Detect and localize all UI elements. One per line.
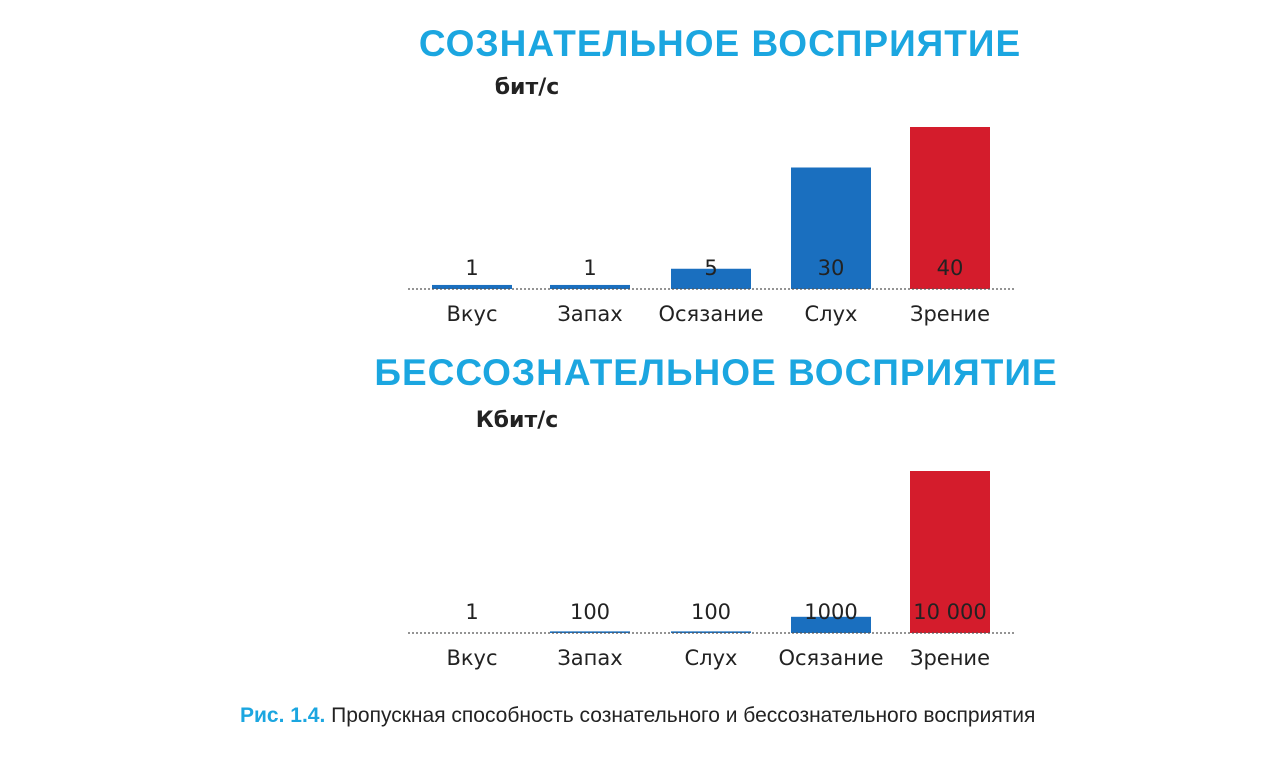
axis-unit: Кбит/с xyxy=(476,408,559,433)
bar xyxy=(550,284,630,289)
bar xyxy=(550,631,630,633)
chart-title: БЕССОЗНАТЕЛЬНОЕ ВОСПРИЯТИЕ xyxy=(374,352,1057,393)
value-label: 30 xyxy=(818,256,845,280)
value-label: 5 xyxy=(704,256,717,280)
bar xyxy=(671,268,751,289)
category-label: Слух xyxy=(685,646,738,670)
category-label: Слух xyxy=(805,302,858,326)
category-label: Вкус xyxy=(446,646,497,670)
value-label: 100 xyxy=(570,600,610,624)
category-label: Осязание xyxy=(658,302,763,326)
caption: Рис. 1.4. Пропускная способность сознате… xyxy=(240,704,1035,727)
bar xyxy=(432,284,512,289)
category-label: Зрение xyxy=(910,302,990,326)
value-label: 40 xyxy=(937,256,964,280)
value-label: 100 xyxy=(691,600,731,624)
value-label: 1 xyxy=(465,256,478,280)
value-label: 1 xyxy=(465,600,478,624)
bar xyxy=(791,616,871,633)
category-label: Вкус xyxy=(446,302,497,326)
axis-unit: бит/с xyxy=(495,75,560,100)
bar xyxy=(910,471,990,633)
category-label: Осязание xyxy=(778,646,883,670)
category-label: Запах xyxy=(557,302,622,326)
caption-text: Пропускная способность сознательного и б… xyxy=(331,704,1035,727)
bar xyxy=(910,127,990,289)
category-label: Запах xyxy=(557,646,622,670)
value-label: 1 xyxy=(583,256,596,280)
value-label: 1000 xyxy=(804,600,857,624)
caption-label: Рис. 1.4. xyxy=(240,704,325,727)
category-label: Зрение xyxy=(910,646,990,670)
chart-title: СОЗНАТЕЛЬНОЕ ВОСПРИЯТИЕ xyxy=(419,23,1021,64)
value-label: 10 000 xyxy=(913,600,986,624)
bar xyxy=(791,167,871,289)
bar xyxy=(671,631,751,633)
